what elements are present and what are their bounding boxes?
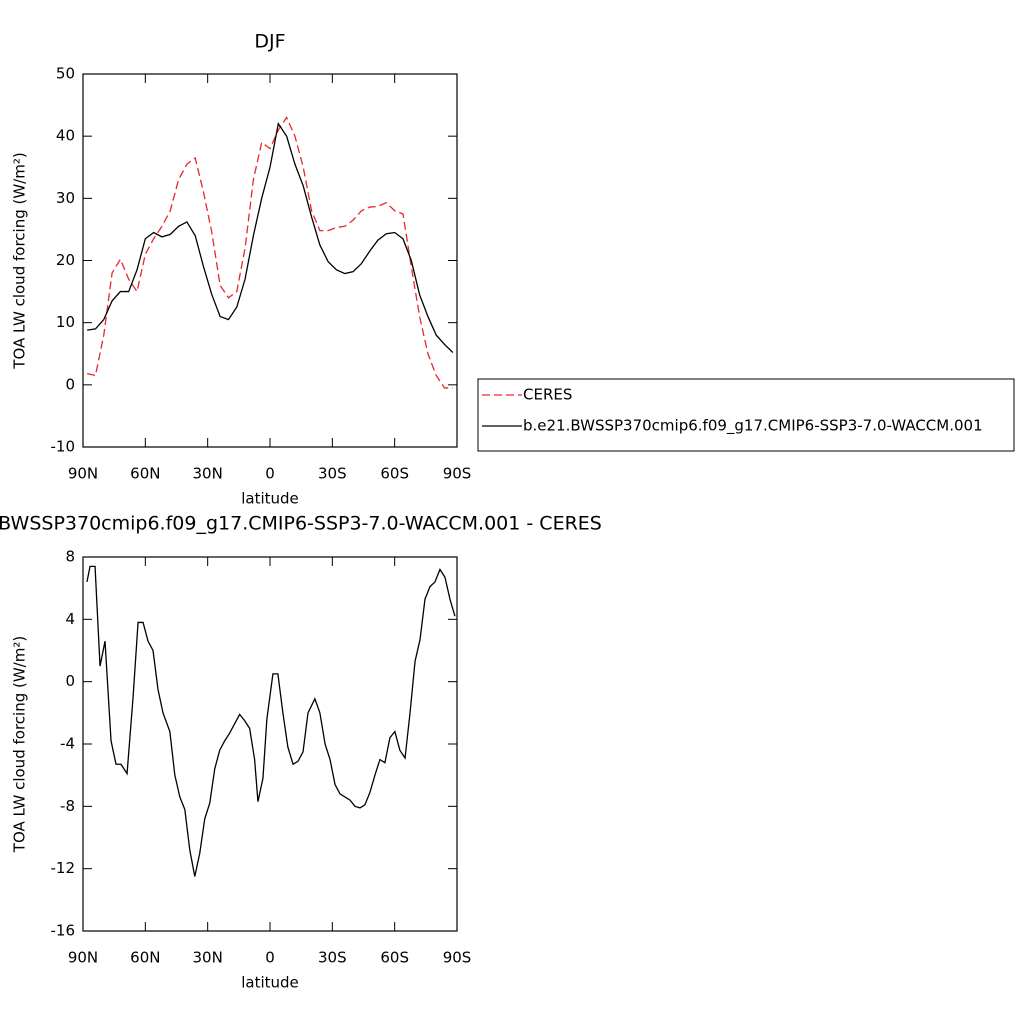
x-tick-label: 0	[265, 465, 275, 483]
plot-frame	[82, 73, 458, 448]
y-tick-label: 40	[56, 127, 75, 145]
y-tick-label: 8	[65, 548, 75, 566]
y-tick-label: 30	[56, 189, 75, 207]
y-tick-label: 4	[65, 610, 75, 628]
x-tick-label: 90N	[68, 465, 98, 483]
x-tick-label: 90S	[443, 465, 472, 483]
chart-title: b.e21.BWSSP370cmip6.f09_g17.CMIP6-SSP3-7…	[0, 513, 602, 535]
y-tick-label: 50	[56, 65, 75, 83]
chart-title: DJF	[254, 31, 285, 53]
x-axis-label: latitude	[241, 974, 299, 992]
x-tick-label: 30S	[318, 949, 347, 967]
y-tick-label: 20	[56, 251, 75, 269]
x-tick-label: 60N	[130, 465, 160, 483]
y-tick-label: -12	[51, 859, 76, 877]
y-tick-label: -4	[60, 735, 75, 753]
x-tick-label: 30N	[193, 949, 223, 967]
series-line	[86, 565, 456, 877]
x-tick-label: 30S	[318, 465, 347, 483]
series-line	[87, 116, 453, 389]
y-tick-label: -8	[60, 797, 75, 815]
y-axis-label: TOA LW cloud forcing (W/m²)	[11, 636, 29, 853]
y-tick-label: 0	[65, 375, 75, 393]
plot-frame	[82, 556, 458, 932]
x-tick-label: 60S	[380, 465, 409, 483]
legend-label: b.e21.BWSSP370cmip6.f09_g17.CMIP6-SSP3-7…	[523, 417, 983, 436]
x-tick-label: 90S	[443, 949, 472, 967]
x-tick-label: 30N	[193, 465, 223, 483]
x-tick-label: 90N	[68, 949, 98, 967]
x-tick-label: 0	[265, 949, 275, 967]
y-tick-label: 10	[56, 313, 75, 331]
series-line	[87, 122, 454, 353]
legend-box	[477, 378, 1015, 452]
x-tick-label: 60S	[380, 949, 409, 967]
x-axis-label: latitude	[241, 490, 299, 508]
y-tick-label: 0	[65, 672, 75, 690]
x-tick-label: 60N	[130, 949, 160, 967]
y-tick-label: -16	[51, 922, 76, 940]
legend-label: CERES	[523, 386, 572, 404]
y-tick-label: -10	[51, 438, 76, 456]
y-axis-label: TOA LW cloud forcing (W/m²)	[11, 152, 29, 369]
